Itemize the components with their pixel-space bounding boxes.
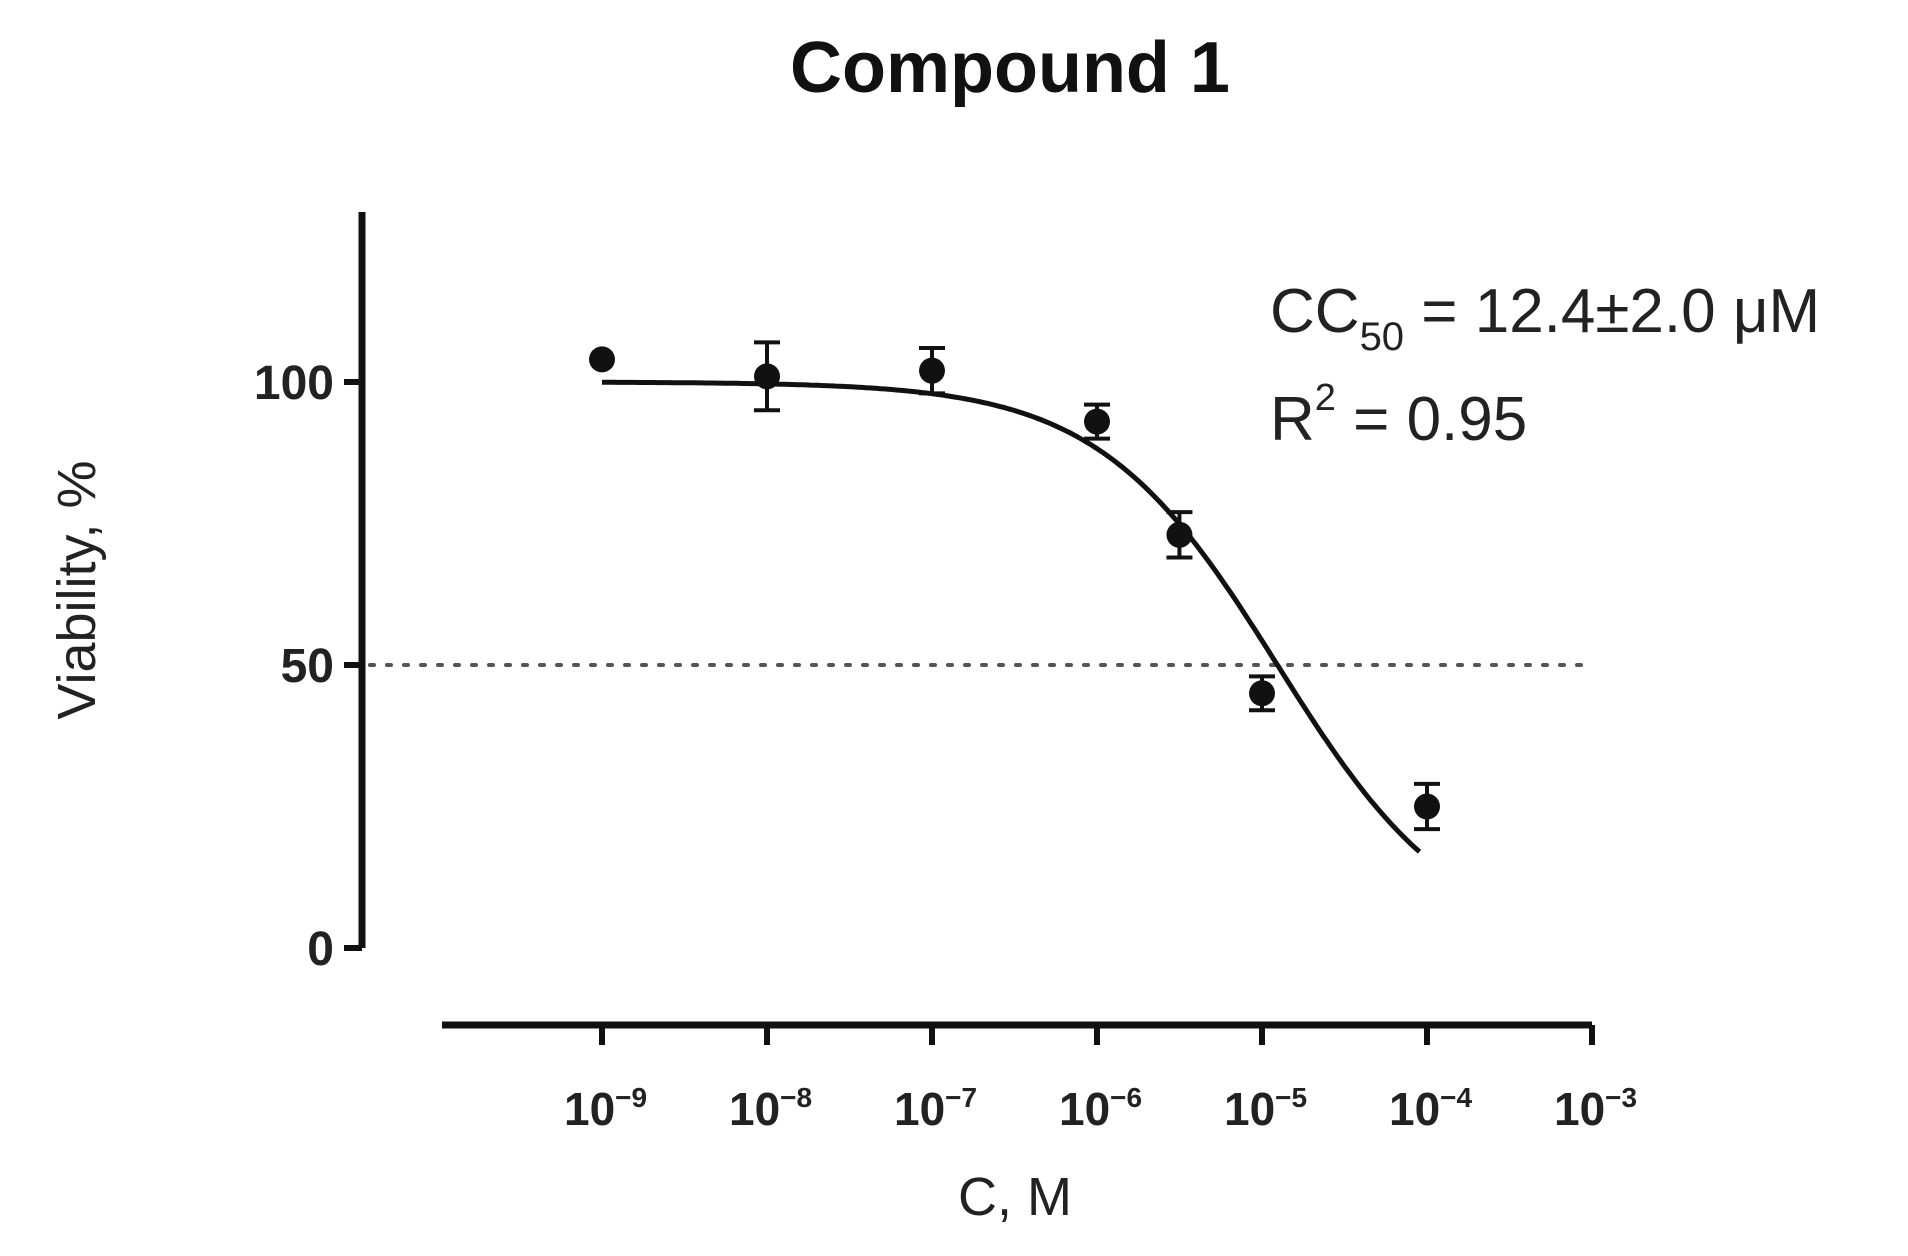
data-marker <box>754 363 780 390</box>
data-point-7 <box>1414 781 1440 832</box>
data-point-1 <box>589 346 615 373</box>
fit-curve-layer <box>602 379 1422 854</box>
data-marker <box>919 357 945 384</box>
fit-annotation: CC50 = 12.4±2.0 μM R2 = 0.95 <box>1270 277 1820 454</box>
data-marker <box>589 346 615 373</box>
y-tick-label: 0 <box>307 923 334 976</box>
x-tick-label: 10−8 <box>729 1082 812 1135</box>
x-tick-label: 10−7 <box>894 1082 977 1135</box>
data-point-5 <box>1166 510 1193 560</box>
data-marker <box>1249 680 1275 707</box>
x-tick-label: 10−4 <box>1389 1082 1473 1135</box>
x-tick-label: 10−9 <box>564 1082 647 1135</box>
data-point-2 <box>754 340 780 413</box>
x-tick-label: 10−6 <box>1059 1082 1142 1135</box>
data-point-6 <box>1249 674 1275 713</box>
x-tick-label: 10−3 <box>1554 1082 1637 1135</box>
data-points-layer <box>589 340 1440 832</box>
y-tick-label: 50 <box>281 640 334 693</box>
y-tick-label: 100 <box>254 357 334 410</box>
data-marker <box>1084 408 1110 435</box>
x-tick-label: 10−5 <box>1224 1082 1307 1135</box>
y-axis-label: Viability, % <box>47 460 107 719</box>
data-marker <box>1166 521 1193 548</box>
data-marker <box>1414 793 1440 820</box>
x-axis-label: C, M <box>958 1167 1072 1227</box>
chart-title: Compound 1 <box>790 28 1230 108</box>
x-axis: 10−9 10−8 10−7 10−6 10−5 10−4 10−3 <box>442 1021 1637 1135</box>
cc50-annotation: CC50 = 12.4±2.0 μM <box>1270 277 1820 359</box>
data-point-3 <box>919 346 945 396</box>
fit-curve <box>602 379 1422 854</box>
r-squared-annotation: R2 = 0.95 <box>1270 377 1527 454</box>
data-point-4 <box>1084 402 1110 441</box>
y-axis: 0 50 100 <box>254 212 366 976</box>
